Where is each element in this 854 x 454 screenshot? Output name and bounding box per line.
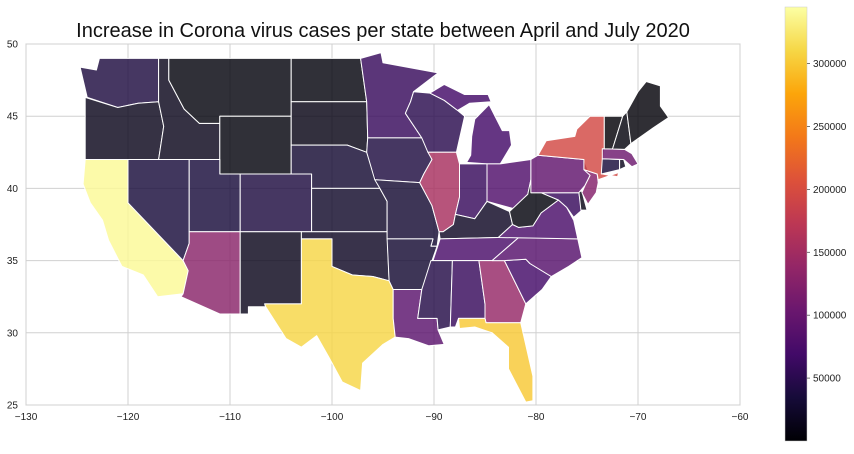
x-tick-label: −100 [321, 412, 344, 423]
x-tick-label: −130 [15, 412, 38, 423]
colorbar-tick-label: 250000 [813, 122, 847, 133]
chart-title: Increase in Corona virus cases per state… [76, 20, 690, 42]
colorbar-tick-label: 50000 [813, 374, 841, 385]
state-nd [290, 57, 368, 103]
state-mi [429, 83, 492, 111]
x-tick-label: −60 [732, 412, 749, 423]
colorbar-tick-labels: 50000 100000 150000 200000 250000 300000 [807, 59, 847, 385]
y-tick-labels: 25 30 35 40 45 50 [7, 40, 19, 412]
colorbar-tick-label: 100000 [813, 311, 847, 322]
state-nh [612, 111, 632, 150]
state-co [239, 173, 313, 233]
colorbar [784, 6, 808, 442]
y-tick-label: 50 [7, 40, 19, 51]
y-tick-label: 45 [7, 112, 19, 123]
y-tick-label: 40 [7, 184, 19, 195]
state-al [449, 260, 486, 328]
x-tick-label: −70 [630, 412, 647, 423]
x-tick-label: −110 [219, 412, 241, 423]
y-tick-label: 35 [7, 256, 19, 267]
state-fl [458, 317, 534, 403]
state-ks [311, 187, 388, 233]
colorbar-tick-label: 300000 [813, 59, 847, 70]
y-tick-label: 25 [7, 401, 19, 412]
y-tick-label: 30 [7, 328, 19, 339]
colorbar-tick-label: 200000 [813, 185, 847, 196]
colorbar-tick-label: 150000 [813, 248, 847, 259]
x-tick-label: −120 [117, 412, 140, 423]
state-ia [366, 137, 433, 184]
x-tick-label: −90 [426, 412, 443, 423]
state-me [626, 81, 670, 145]
state-ms [417, 260, 453, 331]
x-tick-label: −80 [528, 412, 545, 423]
state-ma [601, 148, 639, 168]
state-wy [219, 115, 292, 175]
state-nm [239, 231, 302, 315]
state-de [578, 190, 588, 211]
state-pa [530, 154, 591, 194]
state-regions [79, 52, 670, 403]
x-tick-labels: −130 −120 −110 −100 −90 −80 −70 −60 [15, 412, 749, 423]
state-or [84, 96, 165, 160]
state-tx [264, 238, 396, 392]
